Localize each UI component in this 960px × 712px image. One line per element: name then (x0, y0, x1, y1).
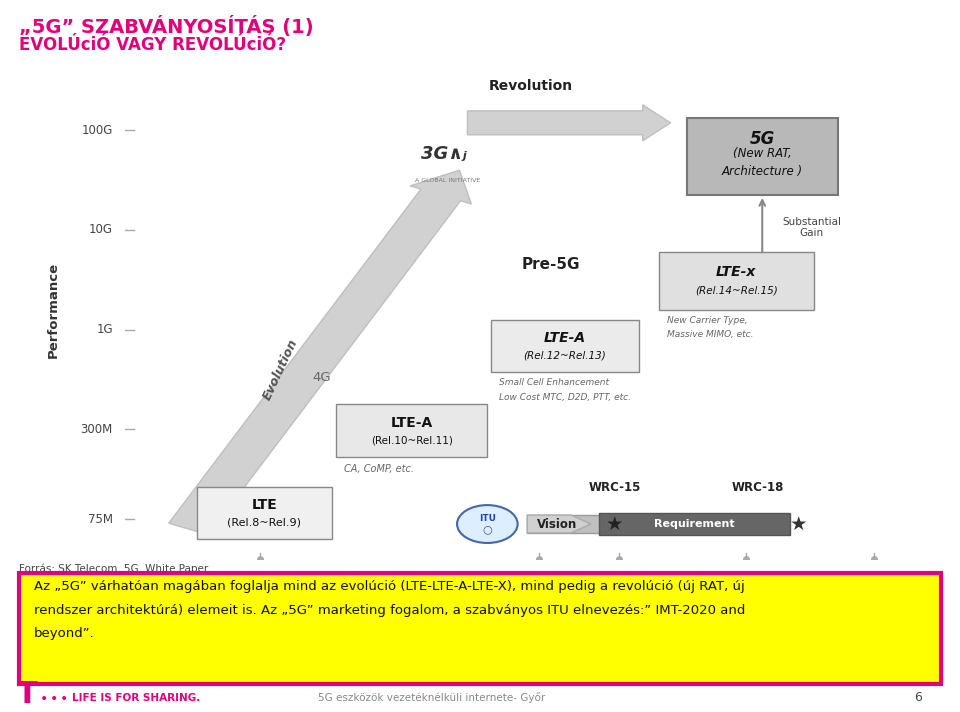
Text: Forrás: SK Telecom  5G  White Paper: Forrás: SK Telecom 5G White Paper (19, 564, 208, 575)
Text: Small Cell Enhancement: Small Cell Enhancement (499, 378, 610, 387)
Text: (Rel.10~Rel.11): (Rel.10~Rel.11) (371, 436, 452, 446)
Text: EVOLÚciÓ VAGY REVOLÚciÓ?: EVOLÚciÓ VAGY REVOLÚciÓ? (19, 36, 286, 53)
Text: Az „5G” várhatóan magában foglalja mind az evolúció (LTE-LTE-A-LTE-X), mind pedi: Az „5G” várhatóan magában foglalja mind … (34, 580, 744, 593)
Polygon shape (527, 515, 591, 533)
FancyBboxPatch shape (599, 513, 790, 535)
FancyBboxPatch shape (659, 253, 814, 310)
Text: LTE-A: LTE-A (544, 331, 587, 345)
FancyBboxPatch shape (336, 404, 488, 457)
Text: 4G: 4G (312, 372, 330, 384)
Text: „5G” SZABVÁNYOSÍTÁS (1): „5G” SZABVÁNYOSÍTÁS (1) (19, 16, 314, 36)
Text: 2020: 2020 (859, 587, 889, 600)
Text: ★: ★ (789, 515, 806, 533)
Text: ITU: ITU (479, 513, 496, 523)
Text: 10G: 10G (89, 224, 113, 236)
Text: New Carrier Type,: New Carrier Type, (666, 315, 747, 325)
Text: •: • (50, 692, 59, 706)
Text: 3G∧ⱼ: 3G∧ⱼ (420, 145, 467, 163)
Text: CA, CoMP, etc.: CA, CoMP, etc. (344, 464, 414, 474)
Text: 5G: 5G (750, 130, 775, 148)
Text: T: T (17, 681, 38, 709)
Text: Revolution: Revolution (489, 79, 573, 93)
Text: 75M: 75M (88, 513, 113, 525)
Text: 100G: 100G (82, 124, 113, 137)
Text: ○: ○ (483, 524, 492, 534)
Text: 5G eszközök vezetéknélküli internete- Győr: 5G eszközök vezetéknélküli internete- Gy… (319, 692, 545, 703)
Text: LTE-A: LTE-A (391, 416, 433, 430)
Text: A GLOBAL INITIATIVE: A GLOBAL INITIATIVE (415, 178, 480, 183)
Text: beyond”.: beyond”. (34, 627, 94, 640)
Text: Substantial
Gain: Substantial Gain (782, 216, 841, 239)
Text: LTE-x: LTE-x (716, 265, 756, 279)
Text: Architecture ): Architecture ) (722, 165, 803, 178)
Text: ★: ★ (606, 515, 624, 533)
Text: Pre-5G: Pre-5G (522, 257, 581, 273)
Text: LIFE IS FOR SHARING.: LIFE IS FOR SHARING. (72, 693, 201, 703)
Text: WRC-15: WRC-15 (588, 481, 641, 494)
Text: Vision: Vision (538, 518, 578, 530)
Circle shape (457, 505, 517, 543)
Text: 300M: 300M (81, 423, 113, 436)
Text: 6: 6 (914, 691, 922, 704)
Text: (Rel.14~Rel.15): (Rel.14~Rel.15) (695, 285, 778, 295)
Text: 2010: 2010 (246, 587, 276, 600)
Text: Requirement: Requirement (654, 519, 734, 529)
Text: LTE: LTE (252, 498, 277, 513)
Text: (Rel.12~Rel.13): (Rel.12~Rel.13) (523, 351, 607, 361)
FancyBboxPatch shape (197, 487, 332, 539)
Text: Low Cost MTC, D2D, PTT, etc.: Low Cost MTC, D2D, PTT, etc. (499, 393, 632, 402)
FancyBboxPatch shape (686, 118, 838, 195)
Text: Massive MIMO, etc.: Massive MIMO, etc. (666, 330, 754, 339)
Text: 2015: 2015 (524, 587, 554, 600)
Text: WRC-18: WRC-18 (732, 481, 784, 494)
Text: 2016: 2016 (604, 587, 634, 600)
Text: rendszer architektúrá) elemeit is. Az „5G” marketing fogalom, a szabványos ITU e: rendszer architektúrá) elemeit is. Az „5… (34, 604, 745, 617)
Text: Performance: Performance (47, 261, 60, 358)
Text: (Rel.8~Rel.9): (Rel.8~Rel.9) (228, 518, 301, 528)
Text: •: • (60, 692, 68, 706)
Text: 1G: 1G (96, 323, 113, 336)
Text: Evolution: Evolution (260, 337, 300, 402)
Text: (New RAT,: (New RAT, (732, 147, 792, 160)
FancyArrow shape (468, 105, 671, 141)
Text: 2018: 2018 (732, 587, 761, 600)
Text: •: • (40, 692, 49, 706)
FancyBboxPatch shape (492, 320, 638, 372)
FancyArrow shape (527, 515, 782, 533)
FancyArrow shape (169, 170, 471, 535)
